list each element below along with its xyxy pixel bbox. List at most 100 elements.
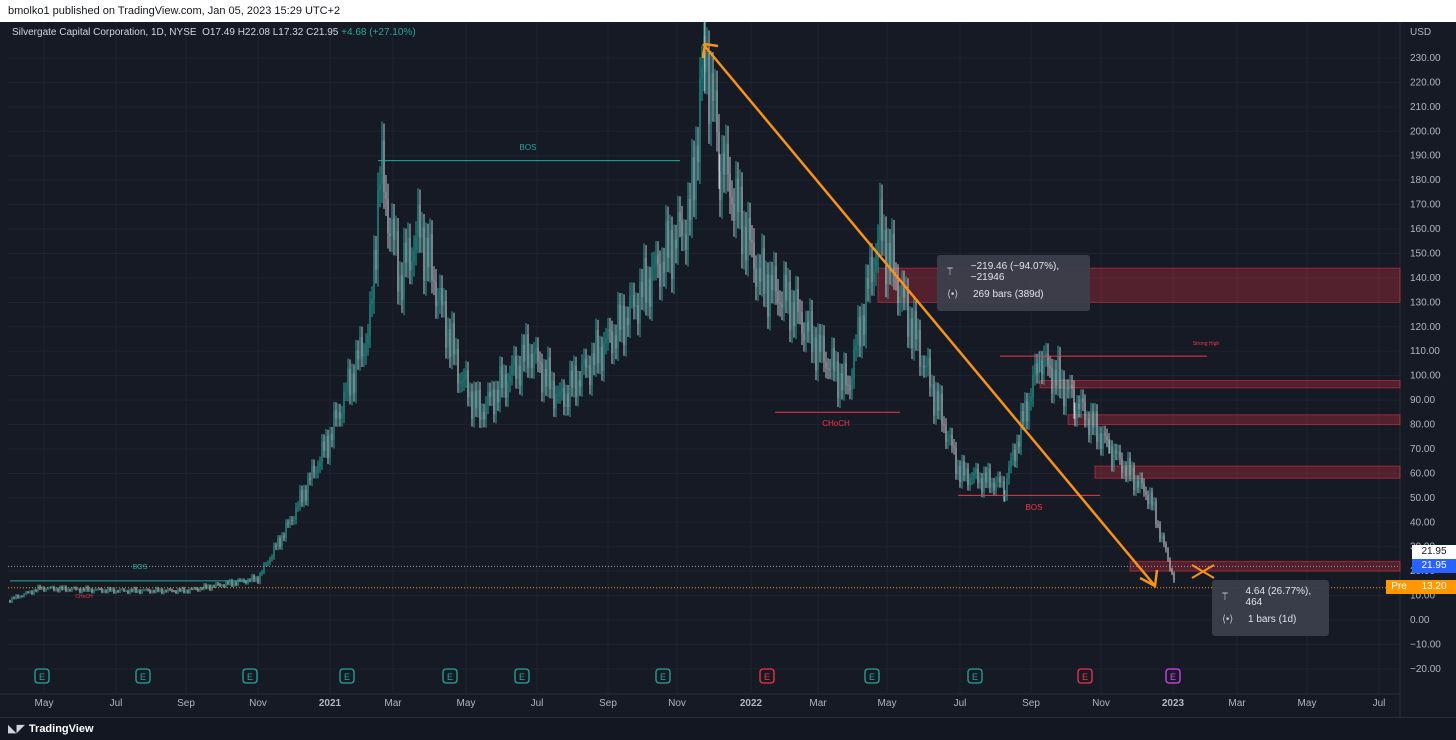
candle-body — [487, 391, 489, 405]
candle-body — [445, 301, 447, 348]
candle-body — [1032, 375, 1034, 398]
candle-body — [1129, 457, 1131, 476]
candle-body — [259, 573, 261, 583]
candle-body — [1024, 400, 1026, 423]
candle-body — [1088, 418, 1090, 436]
candle-body — [1020, 411, 1022, 447]
candle-body — [289, 520, 291, 525]
y-tick-label: 80.00 — [1410, 420, 1435, 431]
candle-body — [725, 143, 727, 175]
candle-body — [383, 140, 385, 192]
candle-body — [579, 380, 581, 387]
tradingview-logo[interactable]: ◣◤ TradingView — [8, 722, 94, 736]
candle-body — [781, 303, 783, 308]
candle-body — [885, 229, 887, 284]
candle-body — [621, 305, 623, 331]
candle-body — [718, 132, 720, 172]
candle-body — [435, 281, 437, 307]
candle-body — [157, 588, 159, 592]
candle-body — [1131, 467, 1133, 476]
candle-body — [159, 589, 161, 592]
candle-body — [989, 468, 991, 488]
candle-body — [1055, 369, 1057, 386]
candle-body — [1043, 356, 1045, 375]
candle-body — [1008, 466, 1010, 479]
candle-body — [1063, 379, 1065, 407]
candle-body — [515, 356, 517, 379]
candle-body — [443, 301, 445, 305]
candle-body — [1045, 353, 1047, 357]
supply-zone — [1039, 380, 1401, 389]
candle-body — [963, 460, 965, 476]
candle-body — [549, 357, 551, 390]
candle-body — [1030, 397, 1032, 402]
candle-body — [457, 348, 459, 384]
candle-body — [807, 322, 809, 332]
candle-body — [965, 468, 967, 476]
candle-body — [251, 575, 253, 581]
candle-body — [299, 490, 301, 506]
candle-body — [679, 212, 681, 222]
candle-body — [1053, 369, 1055, 394]
candle-body — [471, 391, 473, 419]
y-tick-label: 170.00 — [1410, 200, 1441, 211]
candle-body — [935, 391, 937, 416]
candle-body — [1010, 459, 1012, 467]
earnings-marker — [655, 668, 671, 684]
structure-label: BOS — [133, 564, 148, 571]
candle-body — [153, 590, 155, 593]
candle-body — [203, 584, 205, 590]
candle-body — [403, 242, 405, 301]
candle-body — [183, 588, 185, 593]
candle-body — [773, 265, 775, 291]
candle-body — [1147, 495, 1149, 505]
candle-body — [731, 197, 733, 205]
candle-body — [225, 581, 227, 587]
candle-body — [831, 347, 833, 370]
candle-body — [571, 370, 573, 388]
candle-body — [629, 295, 631, 326]
candle-body — [641, 281, 643, 297]
candle-body — [25, 592, 27, 595]
candle-body — [727, 143, 729, 174]
candle-body — [185, 590, 187, 593]
candle-body — [277, 538, 279, 548]
candle-body — [665, 221, 667, 273]
candle-body — [129, 589, 131, 594]
candle-body — [137, 590, 139, 592]
low-value: 17.32 — [278, 27, 304, 38]
candle-body — [347, 368, 349, 392]
tv-logo-icon: ◣◤ — [8, 723, 25, 735]
candle-body — [477, 390, 479, 409]
candle-body — [1096, 411, 1098, 443]
candle-body — [1034, 363, 1036, 376]
candle-body — [729, 173, 731, 198]
candle-body — [977, 468, 979, 484]
measure2-price: 4.64 (26.77%), 464 — [1245, 586, 1312, 608]
candle-body — [855, 345, 857, 351]
candle-body — [199, 588, 201, 591]
structure-label: CHoCH — [822, 419, 850, 428]
candle-body — [1059, 356, 1061, 390]
candle-body — [719, 171, 721, 201]
candle-body — [793, 302, 795, 326]
high-value: 22.08 — [244, 27, 270, 38]
candle-body — [1051, 367, 1053, 394]
x-tick-label: Mar — [809, 698, 827, 709]
symbol-legend: Silvergate Capital Corporation, 1D, NYSE… — [12, 27, 416, 38]
close-value: 21.95 — [313, 27, 339, 38]
candle-body — [545, 368, 547, 387]
y-tick-label: 220.00 — [1410, 77, 1441, 88]
y-tick-label: 120.00 — [1410, 322, 1441, 333]
candle-body — [309, 478, 311, 480]
candle-body — [413, 250, 415, 262]
candle-body — [249, 579, 251, 581]
structure-label: CHoCH — [75, 594, 93, 600]
candle-body — [887, 243, 889, 284]
candle-body — [583, 358, 585, 365]
chart-area[interactable]: Silvergate Capital Corporation, 1D, NYSE… — [0, 22, 1456, 717]
candle-body — [863, 315, 865, 335]
candle-body — [815, 337, 817, 371]
candle-body — [765, 274, 767, 294]
candle-body — [1117, 451, 1119, 454]
